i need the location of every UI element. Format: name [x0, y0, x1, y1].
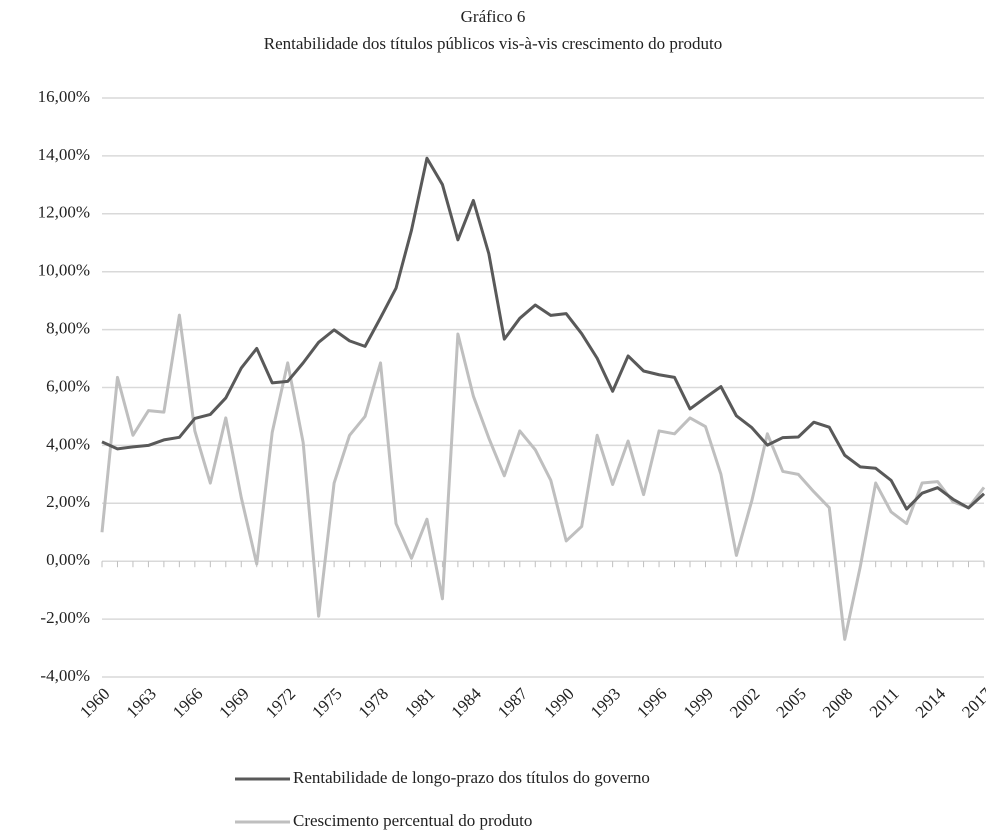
- x-tick-label: 1978: [355, 684, 392, 721]
- x-tick-label: 2002: [726, 684, 763, 721]
- x-tick-label: 2014: [912, 684, 950, 722]
- chart-title: Gráfico 6: [461, 7, 526, 26]
- y-tick-label: 6,00%: [46, 376, 90, 395]
- y-tick-label: 8,00%: [46, 319, 90, 338]
- y-tick-label: -4,00%: [40, 666, 90, 685]
- x-tick-label: 1960: [76, 684, 113, 721]
- x-tick-label: 2005: [772, 684, 809, 721]
- x-tick-label: 1972: [262, 684, 299, 721]
- x-tick-label: 2011: [866, 684, 903, 721]
- y-tick-label: 10,00%: [38, 261, 90, 280]
- x-tick-label: 1987: [494, 684, 532, 722]
- legend-label: Rentabilidade de longo-prazo dos títulos…: [293, 768, 650, 787]
- x-tick-label: 1990: [540, 684, 577, 721]
- series-line: [100, 313, 986, 641]
- y-tick-label: 2,00%: [46, 492, 90, 511]
- chart-subtitle: Rentabilidade dos títulos públicos vis-à…: [264, 34, 722, 53]
- y-tick-label: 4,00%: [46, 434, 90, 453]
- legend-label: Crescimento percentual do produto: [293, 811, 532, 830]
- x-tick-label: 1993: [587, 684, 624, 721]
- y-tick-label: 12,00%: [38, 203, 90, 222]
- x-tick-label: 1996: [633, 684, 670, 721]
- x-tick-label: 1984: [447, 684, 485, 722]
- y-tick-label: -2,00%: [40, 608, 90, 627]
- y-tick-label: 0,00%: [46, 550, 90, 569]
- x-tick-label: 1966: [169, 684, 206, 721]
- x-tick-label: 1969: [215, 684, 252, 721]
- y-tick-label: 16,00%: [38, 87, 90, 106]
- x-tick-label: 2017: [958, 684, 986, 722]
- x-tick-label: 1981: [401, 684, 438, 721]
- series-line: [101, 156, 986, 511]
- x-tick-label: 1963: [123, 684, 160, 721]
- y-tick-label: 14,00%: [38, 145, 90, 164]
- x-tick-label: 1999: [680, 684, 717, 721]
- x-tick-label: 1975: [308, 684, 345, 721]
- x-tick-label: 2008: [819, 684, 856, 721]
